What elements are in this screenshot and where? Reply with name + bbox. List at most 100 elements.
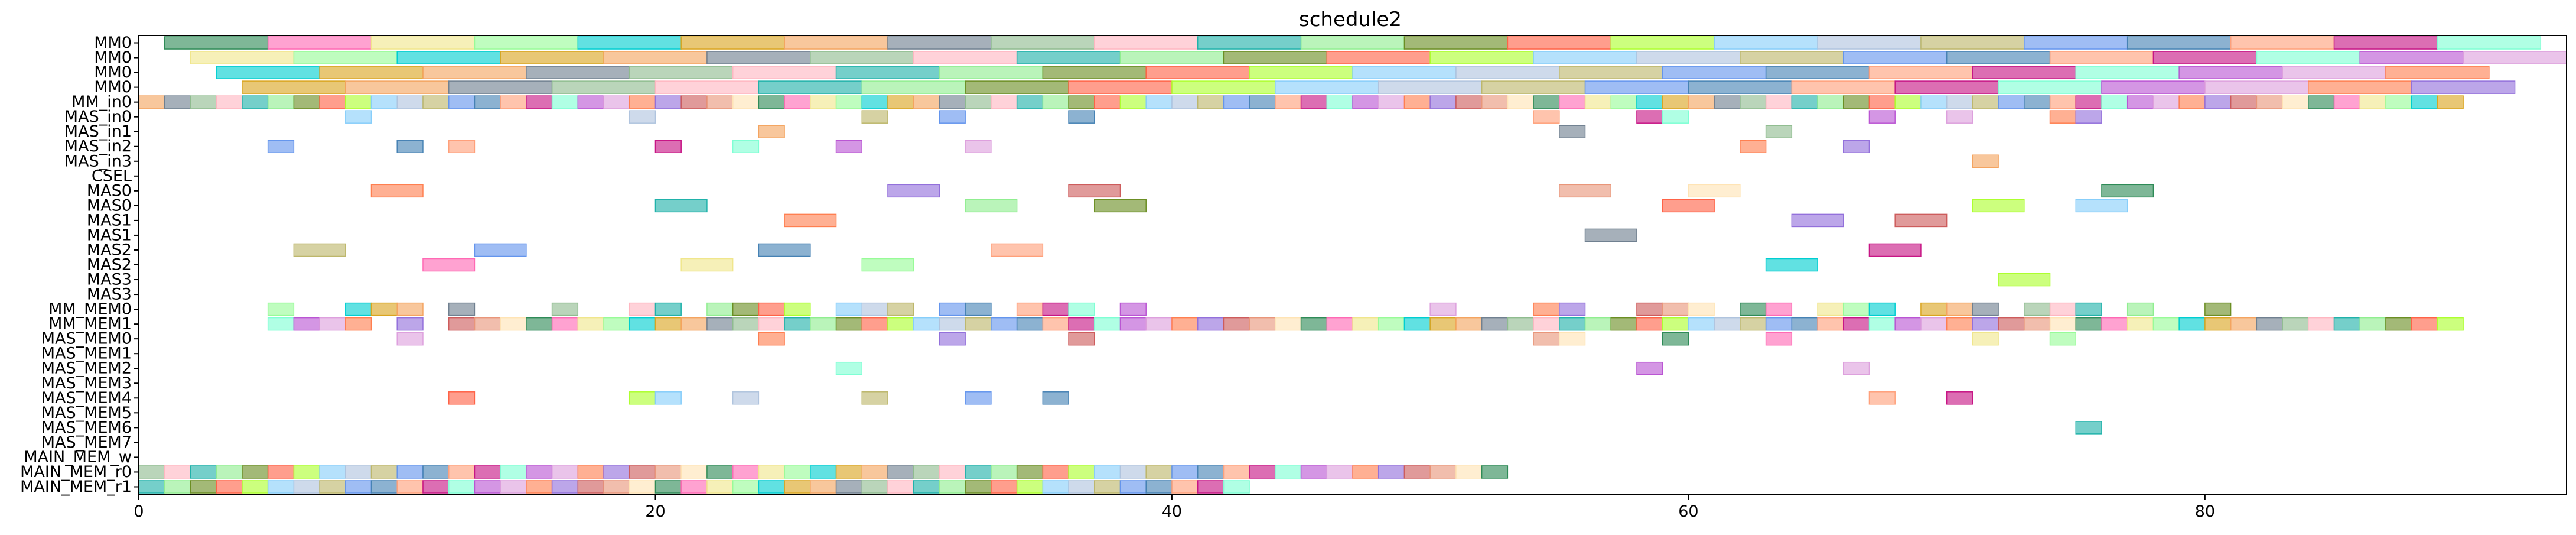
- gantt-bar: [706, 51, 811, 64]
- gantt-bar: [422, 480, 450, 494]
- gantt-bar: [784, 302, 811, 316]
- gantt-bar: [1377, 465, 1405, 479]
- gantt-bar: [939, 66, 1044, 79]
- gantt-bar: [1429, 302, 1457, 316]
- gantt-bar: [1533, 302, 1560, 316]
- gantt-bar: [448, 317, 476, 331]
- gantt-bar: [732, 480, 760, 494]
- gantt-bar: [293, 480, 320, 494]
- gantt-bar: [913, 95, 940, 109]
- gantt-bar: [1455, 317, 1483, 331]
- gantt-bar: [551, 480, 579, 494]
- gantt-bar: [939, 317, 966, 331]
- gantt-bar: [345, 465, 372, 479]
- gantt-bar: [293, 51, 398, 64]
- gantt-bar: [1791, 80, 1896, 94]
- gantt-bar: [939, 302, 966, 316]
- gantt-bar: [551, 302, 579, 316]
- gantt-bar: [216, 480, 243, 494]
- gantt-bar: [887, 302, 914, 316]
- gantt-bar: [706, 480, 734, 494]
- gantt-bar: [2024, 95, 2051, 109]
- gantt-bar: [1662, 95, 1689, 109]
- y-tick-label: MM0: [94, 34, 132, 52]
- gantt-bar: [1688, 80, 1793, 94]
- gantt-bar: [810, 480, 837, 494]
- gantt-bar: [474, 243, 527, 257]
- y-tick-label: MAS2: [87, 256, 132, 274]
- gantt-bar: [1145, 465, 1173, 479]
- gantt-bar: [732, 95, 760, 109]
- gantt-bar: [758, 125, 785, 138]
- gantt-bar: [190, 465, 217, 479]
- gantt-bar: [2075, 421, 2102, 435]
- gantt-bar: [1171, 317, 1199, 331]
- gantt-bar: [1946, 110, 1973, 124]
- gantt-bar: [1300, 36, 1405, 50]
- gantt-bar: [2308, 317, 2335, 331]
- gantt-bar: [2282, 95, 2309, 109]
- gantt-bar: [628, 66, 734, 79]
- x-tick-label: 20: [645, 502, 665, 521]
- gantt-bar: [1016, 302, 1044, 316]
- gantt-bar: [1016, 480, 1044, 494]
- gantt-bar: [2126, 302, 2154, 316]
- gantt-bar: [2333, 317, 2360, 331]
- gantt-bar: [2204, 80, 2309, 94]
- gantt-bar: [1920, 317, 1948, 331]
- gantt-bar: [603, 51, 708, 64]
- gantt-bar: [370, 95, 398, 109]
- gantt-bar: [1481, 80, 1586, 94]
- gantt-bar: [1403, 465, 1431, 479]
- gantt-bar: [2385, 95, 2412, 109]
- gantt-bar: [2204, 302, 2232, 316]
- gantt-bar: [190, 95, 217, 109]
- gantt-bar: [1946, 95, 1973, 109]
- gantt-bar: [577, 36, 682, 50]
- gantt-bar: [422, 95, 450, 109]
- gantt-bar: [1714, 36, 1818, 50]
- gantt-bar: [396, 302, 424, 316]
- gantt-bar: [1403, 95, 1431, 109]
- gantt-bar: [1016, 317, 1044, 331]
- gantt-bar: [1429, 317, 1457, 331]
- gantt-bar: [1868, 66, 1973, 79]
- gantt-bar: [370, 480, 398, 494]
- gantt-bar: [939, 95, 966, 109]
- gantt-bar: [1068, 95, 1095, 109]
- gantt-bar: [1765, 66, 1870, 79]
- gantt-bar: [1662, 199, 1715, 213]
- gantt-bar: [1016, 51, 1121, 64]
- gantt-bar: [1842, 95, 1870, 109]
- y-tick-label: MAIN_MEM_r1: [20, 478, 132, 496]
- gantt-bar: [1119, 95, 1147, 109]
- gantt-bar: [939, 480, 966, 494]
- gantt-bar: [1145, 480, 1173, 494]
- gantt-bar: [654, 140, 682, 154]
- gantt-bar: [1894, 213, 1948, 228]
- y-tick-label: MM_MEM1: [48, 315, 132, 333]
- y-tick-label: CSEL: [92, 167, 132, 185]
- gantt-bar: [1481, 465, 1509, 479]
- gantt-bar: [526, 317, 553, 331]
- gantt-bar: [1972, 95, 1999, 109]
- gantt-bar: [2204, 317, 2232, 331]
- gantt-bar: [526, 95, 553, 109]
- gantt-bar: [1920, 36, 2025, 50]
- gantt-bar: [2024, 36, 2128, 50]
- gantt-bar: [965, 80, 1069, 94]
- gantt-bar: [706, 95, 734, 109]
- gantt-bar: [1817, 317, 1844, 331]
- gantt-bar: [1636, 51, 1741, 64]
- gantt-bar: [345, 480, 372, 494]
- gantt-bar: [913, 51, 1018, 64]
- gantt-bar: [551, 317, 579, 331]
- gantt-bar: [267, 317, 295, 331]
- y-tick-label: MAS_in3: [64, 152, 132, 170]
- gantt-bar: [1275, 95, 1302, 109]
- gantt-bar: [1300, 465, 1328, 479]
- gantt-bar: [758, 302, 785, 316]
- gantt-bar: [1533, 95, 1560, 109]
- gantt-bar: [396, 317, 424, 331]
